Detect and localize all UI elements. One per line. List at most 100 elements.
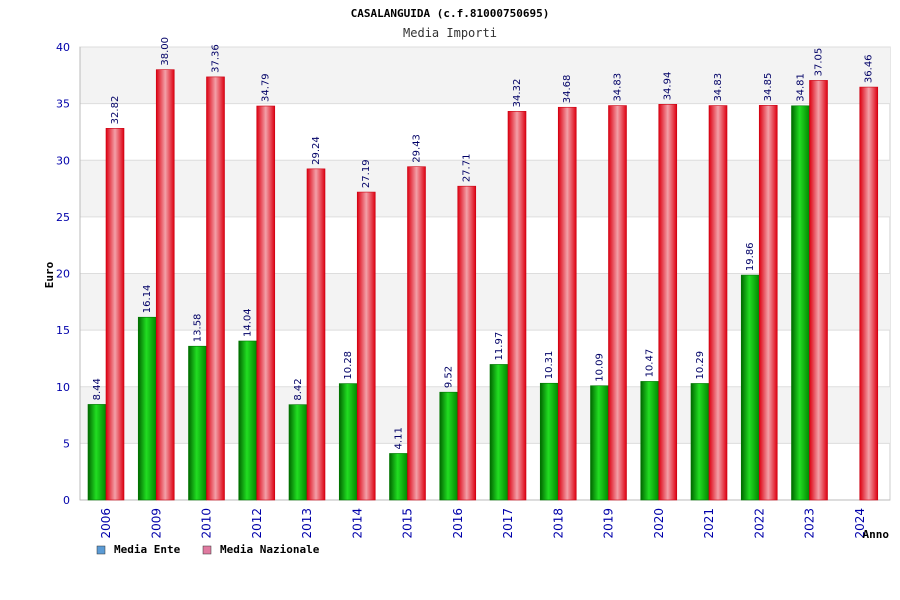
x-tick-label: 2022: [752, 508, 766, 539]
data-label: 11.97: [494, 332, 505, 361]
bar-media-nazionale: [557, 106, 577, 501]
bar-media-ente: [338, 383, 358, 501]
bar-media-nazionale: [256, 105, 276, 501]
bar-media-ente: [590, 385, 609, 501]
data-label: 13.58: [193, 314, 204, 343]
data-label: 14.04: [243, 308, 254, 337]
bar-media-nazionale: [608, 105, 627, 501]
x-tick-label: 2013: [300, 508, 314, 539]
x-tick-label: 2016: [451, 508, 465, 539]
chart-title: CASALANGUIDA (c.f.81000750695): [351, 7, 550, 20]
x-tick-label: 2006: [99, 508, 113, 539]
data-label: 4.11: [394, 427, 405, 449]
x-tick-label: 2021: [702, 508, 716, 539]
data-label: 10.09: [595, 353, 606, 382]
y-tick-label: 35: [56, 98, 70, 111]
x-tick-label: 2017: [501, 508, 515, 539]
bar-media-ente: [640, 381, 660, 501]
x-tick-label: 2019: [602, 508, 616, 539]
data-label: 37.36: [211, 44, 222, 73]
x-tick-label: 2014: [350, 508, 364, 539]
bar-media-nazionale: [457, 185, 477, 501]
x-axis-label: Anno: [863, 528, 890, 541]
bar-media-ente: [389, 453, 408, 501]
x-tick-label: 2009: [149, 508, 163, 539]
data-label: 34.85: [763, 73, 774, 102]
legend-swatch-media-ente: [96, 545, 106, 555]
y-axis-label: Euro: [43, 261, 56, 288]
data-label: 34.83: [713, 73, 724, 102]
legend-label-media-nazionale: Media Nazionale: [220, 543, 320, 556]
bar-media-ente: [539, 382, 559, 501]
bar-media-ente: [188, 345, 207, 501]
data-label: 8.42: [293, 378, 304, 400]
bar-media-nazionale: [708, 105, 728, 501]
bar-media-ente: [87, 404, 107, 501]
x-tick-label: 2015: [401, 508, 415, 539]
bar-media-ente: [489, 364, 509, 501]
bar-media-ente: [690, 383, 710, 501]
data-label: 10.47: [645, 349, 656, 378]
y-axis-ticks: 0 5 10 15 20 25 30 35 40: [56, 41, 70, 507]
x-tick-label: 2018: [551, 508, 565, 539]
data-label: 34.32: [512, 79, 523, 108]
y-tick-label: 0: [63, 494, 70, 507]
x-tick-label: 2012: [250, 508, 264, 539]
bar-media-nazionale: [206, 76, 225, 501]
data-label: 34.83: [613, 73, 624, 102]
y-tick-label: 30: [56, 154, 70, 167]
data-label: 32.82: [110, 96, 121, 125]
data-label: 36.46: [864, 54, 875, 83]
y-tick-label: 10: [56, 381, 70, 394]
bar-media-ente: [238, 340, 258, 501]
data-label: 27.71: [462, 154, 473, 183]
data-label: 37.05: [814, 48, 825, 77]
data-label: 19.86: [745, 242, 756, 271]
data-label: 10.29: [695, 351, 706, 380]
bar-media-nazionale: [407, 166, 426, 501]
data-label: 9.52: [444, 366, 455, 388]
y-tick-label: 5: [63, 437, 70, 450]
data-label: 16.14: [142, 285, 153, 314]
data-label: 8.44: [92, 378, 103, 400]
x-tick-label: 2020: [652, 508, 666, 539]
data-label: 34.79: [261, 73, 272, 102]
x-axis-ticks: 2006 2009 2010 2012 2013 2014 2015 2016 2017 2018…: [99, 508, 867, 539]
y-tick-label: 15: [56, 324, 70, 337]
data-label: 34.68: [562, 75, 573, 104]
legend-swatch-media-nazionale: [202, 545, 212, 555]
bar-media-nazionale: [809, 80, 828, 501]
data-label: 38.00: [160, 37, 171, 66]
y-tick-label: 40: [56, 41, 70, 54]
bars-group: [87, 69, 879, 501]
bar-media-nazionale: [507, 111, 527, 501]
bar-media-nazionale: [306, 168, 326, 501]
bar-media-ente: [137, 316, 157, 501]
legend: Media Ente Media Nazionale: [96, 543, 320, 556]
bar-media-ente: [740, 274, 760, 501]
x-tick-label: 2010: [200, 508, 214, 539]
data-label: 10.28: [343, 351, 354, 380]
data-label: 34.81: [796, 73, 807, 102]
bar-media-nazionale: [859, 86, 879, 501]
data-label: 29.43: [412, 134, 423, 163]
x-tick-label: 2024: [853, 508, 867, 539]
data-labels-group: 8.44 32.82 16.14 38.00 13.58 37.36 14.04 34.79 8…: [92, 37, 875, 449]
bar-media-nazionale: [758, 105, 778, 501]
legend-label-media-ente: Media Ente: [114, 543, 181, 556]
bar-media-nazionale: [658, 104, 678, 501]
bar-media-ente: [439, 391, 459, 501]
bar-media-nazionale: [356, 191, 376, 501]
data-label: 10.31: [544, 351, 555, 380]
data-label: 29.24: [311, 136, 322, 165]
chart-subtitle: Media Importi: [403, 26, 497, 40]
bar-media-ente: [288, 404, 308, 501]
data-label: 27.19: [361, 159, 372, 188]
y-tick-label: 25: [56, 211, 70, 224]
y-tick-label: 20: [56, 268, 70, 281]
x-tick-label: 2023: [803, 508, 817, 539]
data-label: 34.94: [663, 72, 674, 101]
bar-media-nazionale: [105, 128, 125, 501]
bar-media-nazionale: [155, 69, 175, 501]
